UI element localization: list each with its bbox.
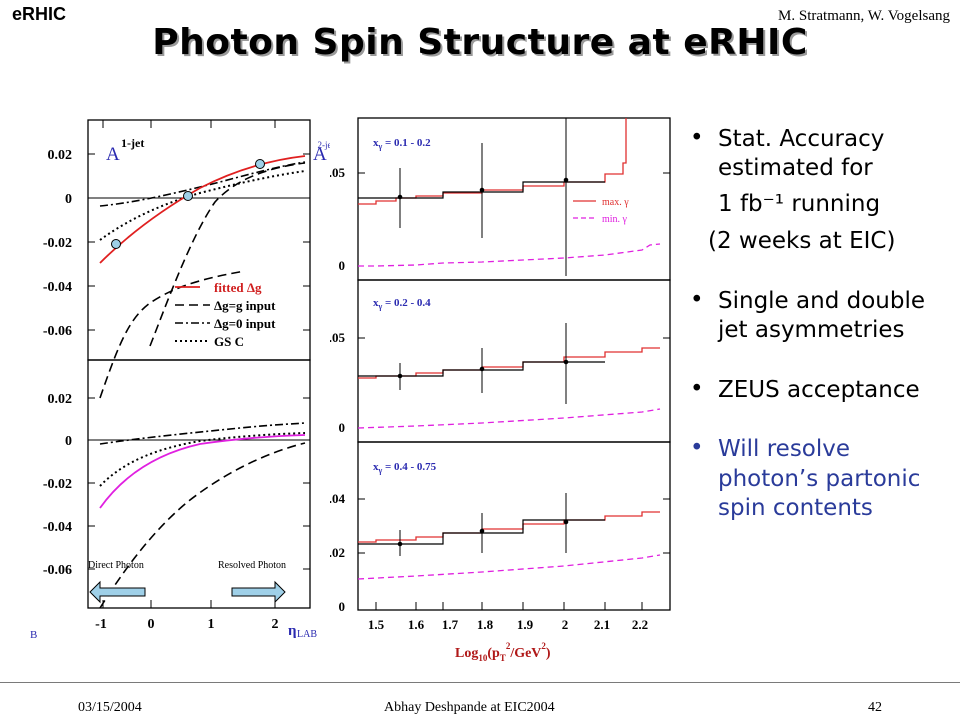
bullet-list: • Stat. Accuracy estimated for 1 fb⁻¹ ru… xyxy=(690,125,955,545)
label-A-1jet-sup: 1-jet xyxy=(121,136,144,150)
y-tick-bottom: -0.04 xyxy=(43,520,72,535)
legend-dg-zero: Δg=0 input xyxy=(214,316,276,331)
y-tick: 0.04 xyxy=(330,491,346,506)
y-tick: 0 xyxy=(339,599,346,614)
y-tick: 0.05 xyxy=(330,165,346,180)
right-figure: 0.05 0 0.05 0 0.04 0.02 0 1.5 1.6 1.7 1.… xyxy=(330,117,671,663)
bullet-text: Will resolve photon’s partonic spin cont… xyxy=(718,436,921,521)
x-tick: 0 xyxy=(148,617,155,632)
direct-photon-arrow xyxy=(89,580,146,604)
bullet-item: • Will resolve photon’s partonic spin co… xyxy=(690,435,955,523)
y-tick-bottom: 0 xyxy=(65,434,72,449)
y-tick: 0.02 xyxy=(330,545,345,560)
top-panel-frame xyxy=(87,119,311,361)
x-tick: -1 xyxy=(95,617,107,632)
x-tick: 1.7 xyxy=(442,617,459,632)
legend-fitted: fitted Δg xyxy=(214,280,262,295)
footer-date: 03/15/2004 xyxy=(78,700,142,715)
panel-3-min-curve xyxy=(357,554,661,580)
panel-1-min-curve xyxy=(358,243,661,267)
bullet-item: • Stat. Accuracy estimated for 1 fb⁻¹ ru… xyxy=(690,125,955,257)
x-tick: 2.1 xyxy=(594,617,610,632)
bullet-text: Stat. Accuracy estimated for xyxy=(718,126,885,182)
x-tick: 2 xyxy=(272,617,279,632)
resolved-photon-arrow xyxy=(231,580,286,604)
panel-3-max-curve xyxy=(358,511,660,543)
curve-dg-equal-g-bottom xyxy=(99,442,306,609)
panel-2-max-curve xyxy=(358,347,660,379)
legend-max-gamma: max. γ xyxy=(602,197,629,208)
x-tick: 2.2 xyxy=(632,617,648,632)
legend-min-gamma: min. γ xyxy=(602,214,628,225)
y-tick-top: -0.02 xyxy=(43,236,72,251)
y-tick-bottom: -0.02 xyxy=(43,477,72,492)
x-tick: 1 xyxy=(208,617,215,632)
left-figure: 0.02 0 -0.02 -0.04 -0.06 0.02 0 -0.02 -0… xyxy=(30,119,331,641)
footer-divider xyxy=(0,682,960,683)
y-tick-bottom: 0.02 xyxy=(48,392,73,407)
bullet-item: • ZEUS acceptance xyxy=(690,376,955,405)
y-tick: 0.05 xyxy=(330,330,346,345)
bullet-subline: 1 fb⁻¹ running xyxy=(718,190,881,217)
x-tick: 1.9 xyxy=(517,617,534,632)
panel-2-min-curve xyxy=(357,408,661,429)
header-authors: M. Stratmann, W. Vogelsang xyxy=(778,8,950,24)
resolved-photon-label: Resolved Photon xyxy=(218,560,286,571)
curve-gsc-bottom xyxy=(99,432,306,487)
y-tick-top: -0.04 xyxy=(43,280,72,295)
legend-dg-equal-g: Δg=g input xyxy=(214,298,276,313)
panel-2-label: xγ = 0.2 - 0.4 xyxy=(373,297,431,311)
bullet-dot: • xyxy=(690,375,704,402)
curve-gsc-top xyxy=(99,170,306,241)
y-tick: 0 xyxy=(339,420,346,435)
panel-1-max-curve xyxy=(358,118,627,205)
curve-dg-zero-top xyxy=(99,161,306,207)
bullet-dot: • xyxy=(690,286,704,313)
x-tick: 1.6 xyxy=(408,617,425,632)
curve-dg-equal-g-top-2 xyxy=(149,162,306,347)
x-tick: 1.5 xyxy=(368,617,385,632)
label-A-1jet: A xyxy=(106,144,120,165)
bullet-subline: (2 weeks at EIC) xyxy=(708,228,896,255)
footer-page-number: 42 xyxy=(868,700,882,715)
legend-gsc: GS C xyxy=(214,334,244,349)
data-point xyxy=(255,159,265,169)
x-axis-label-sub: LAB xyxy=(297,629,317,640)
y-tick-top: 0 xyxy=(65,192,72,207)
panel-1-label: xγ = 0.1 - 0.2 xyxy=(373,137,431,151)
data-point xyxy=(183,191,193,201)
bullet-dot: • xyxy=(690,125,704,151)
panel-3-frame xyxy=(357,441,671,611)
x-axis-label: η xyxy=(288,623,297,639)
footer-presenter: Abhay Deshpande at EIC2004 xyxy=(384,700,555,715)
bullet-text: Single and double jet asymmetries xyxy=(718,287,925,344)
panel-3-label: xγ = 0.4 - 0.75 xyxy=(373,461,437,475)
corner-label: B xyxy=(30,629,37,641)
curve-fitted-bottom xyxy=(99,434,306,509)
x-axis-label: Log10(pT2/GeV2) xyxy=(455,641,551,663)
y-tick: 0 xyxy=(339,258,346,273)
direct-photon-label: Direct Photon xyxy=(88,560,144,571)
x-tick: 1.8 xyxy=(477,617,494,632)
bullet-dot: • xyxy=(690,435,704,462)
bottom-panel-frame xyxy=(87,359,311,609)
label-A-2jet: A xyxy=(313,144,327,165)
bullet-text: ZEUS acceptance xyxy=(718,376,920,403)
curve-fitted-top xyxy=(99,155,306,264)
y-tick-top: 0.02 xyxy=(48,148,73,163)
curve-dg-equal-g-top xyxy=(99,270,246,399)
curve-dg-zero-bottom xyxy=(99,422,306,445)
data-point xyxy=(111,239,121,249)
label-A-2jet-sup: 2-jet xyxy=(318,140,331,150)
bullet-item: • Single and double jet asymmetries xyxy=(690,287,955,346)
header-left-logo: eRHIC xyxy=(12,4,67,24)
x-tick: 2 xyxy=(562,617,569,632)
slide-title: Photon Spin Structure at eRHIC xyxy=(152,22,808,63)
y-tick-top: -0.06 xyxy=(43,324,72,339)
y-tick-bottom: -0.06 xyxy=(43,563,72,578)
